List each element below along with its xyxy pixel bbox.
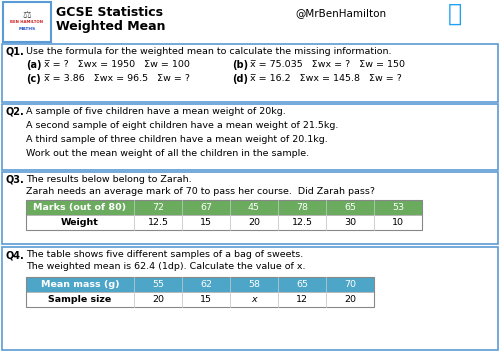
Bar <box>26 292 374 307</box>
Text: Weighted Mean: Weighted Mean <box>56 20 166 33</box>
Text: The weighted mean is 62.4 (1dp). Calculate the value of x.: The weighted mean is 62.4 (1dp). Calcula… <box>26 262 305 271</box>
Bar <box>3 2 51 42</box>
Text: Zarah needs an average mark of 70 to pass her course.  Did Zarah pass?: Zarah needs an average mark of 70 to pas… <box>26 187 375 196</box>
Text: (d): (d) <box>232 74 248 84</box>
Bar <box>2 172 498 244</box>
Text: 12.5: 12.5 <box>148 218 169 227</box>
Text: Mean mass (g): Mean mass (g) <box>40 280 119 289</box>
Text: 🐦: 🐦 <box>448 2 462 26</box>
Text: MATHS: MATHS <box>18 27 36 31</box>
Text: 62: 62 <box>200 280 212 289</box>
Text: x̅ = ?   Σwx = 1950   Σw = 100: x̅ = ? Σwx = 1950 Σw = 100 <box>44 60 190 69</box>
Text: x̅ = 75.035   Σwx = ?   Σw = 150: x̅ = 75.035 Σwx = ? Σw = 150 <box>250 60 405 69</box>
Text: 67: 67 <box>200 203 212 212</box>
Text: x: x <box>251 295 257 304</box>
Text: Q1.: Q1. <box>5 47 24 57</box>
Text: 72: 72 <box>152 203 164 212</box>
Text: 10: 10 <box>392 218 404 227</box>
Text: 70: 70 <box>344 280 356 289</box>
Text: Marks (out of 80): Marks (out of 80) <box>34 203 126 212</box>
Text: Use the formula for the weighted mean to calculate the missing information.: Use the formula for the weighted mean to… <box>26 47 392 56</box>
Text: Q2.: Q2. <box>5 107 24 117</box>
Text: ⚖: ⚖ <box>22 10 32 20</box>
Text: 20: 20 <box>248 218 260 227</box>
Text: 15: 15 <box>200 295 212 304</box>
Bar <box>2 247 498 350</box>
Text: Q4.: Q4. <box>5 250 24 260</box>
Bar <box>2 44 498 102</box>
Text: 58: 58 <box>248 280 260 289</box>
Text: The results below belong to Zarah.: The results below belong to Zarah. <box>26 175 192 184</box>
Text: 20: 20 <box>344 295 356 304</box>
Text: x̅ = 3.86   Σwx = 96.5   Σw = ?: x̅ = 3.86 Σwx = 96.5 Σw = ? <box>44 74 190 83</box>
Text: 12: 12 <box>296 295 308 304</box>
Bar <box>26 200 422 215</box>
Text: 45: 45 <box>248 203 260 212</box>
Text: GCSE Statistics: GCSE Statistics <box>56 6 163 19</box>
Text: 65: 65 <box>296 280 308 289</box>
Text: 55: 55 <box>152 280 164 289</box>
Text: (a): (a) <box>26 60 42 70</box>
Text: 53: 53 <box>392 203 404 212</box>
Bar <box>26 277 374 292</box>
Text: (c): (c) <box>26 74 41 84</box>
Text: A sample of five children have a mean weight of 20kg.: A sample of five children have a mean we… <box>26 107 286 116</box>
Text: Weight: Weight <box>61 218 99 227</box>
Text: 78: 78 <box>296 203 308 212</box>
Text: (b): (b) <box>232 60 248 70</box>
Text: A second sample of eight children have a mean weight of 21.5kg.: A second sample of eight children have a… <box>26 121 338 130</box>
Text: 15: 15 <box>200 218 212 227</box>
Text: x̅ = 16.2   Σwx = 145.8   Σw = ?: x̅ = 16.2 Σwx = 145.8 Σw = ? <box>250 74 402 83</box>
Text: Q3.: Q3. <box>5 175 24 185</box>
Text: 30: 30 <box>344 218 356 227</box>
Text: Work out the mean weight of all the children in the sample.: Work out the mean weight of all the chil… <box>26 149 309 158</box>
Text: 20: 20 <box>152 295 164 304</box>
Text: A third sample of three children have a mean weight of 20.1kg.: A third sample of three children have a … <box>26 135 328 144</box>
Text: The table shows five different samples of a bag of sweets.: The table shows five different samples o… <box>26 250 303 259</box>
Text: Sample size: Sample size <box>48 295 112 304</box>
Text: BEN HAMILTON: BEN HAMILTON <box>10 20 43 24</box>
Bar <box>26 277 374 307</box>
Text: @MrBenHamilton: @MrBenHamilton <box>295 8 386 18</box>
Bar <box>26 200 422 230</box>
Text: 65: 65 <box>344 203 356 212</box>
Text: 12.5: 12.5 <box>292 218 312 227</box>
Bar <box>2 104 498 170</box>
Bar <box>26 215 422 230</box>
